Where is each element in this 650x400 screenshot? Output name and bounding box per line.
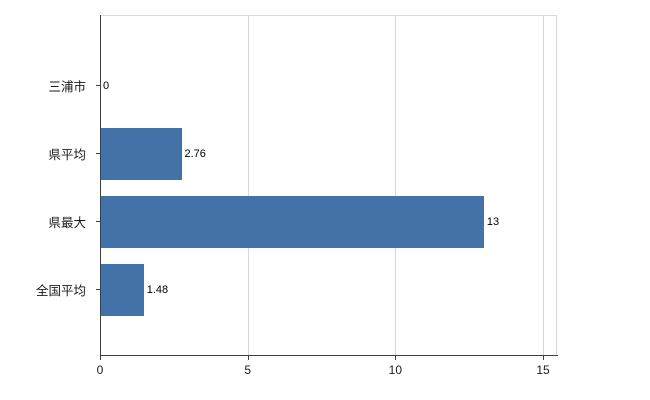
category-label: 県平均	[48, 147, 86, 162]
y-tick-mark	[96, 153, 100, 154]
gridline	[395, 16, 397, 355]
category-label: 県最大	[48, 215, 86, 230]
x-axis-ticks: 0 5 10 15	[96, 355, 558, 381]
y-axis-line	[100, 15, 101, 355]
value-label: 0	[103, 80, 110, 92]
x-tick-mark	[543, 355, 544, 360]
x-tick-label: 5	[244, 363, 251, 377]
x-tick-label: 15	[536, 363, 550, 377]
x-tick-mark	[247, 355, 249, 360]
value-label: 1.48	[146, 284, 169, 296]
gridline	[247, 16, 249, 355]
bar	[100, 264, 144, 316]
x-axis-line	[100, 355, 558, 356]
y-tick-mark	[96, 289, 100, 290]
bar	[100, 128, 182, 180]
value-label: 13	[486, 216, 500, 228]
category-label: 全国平均	[35, 283, 86, 298]
bar	[100, 196, 484, 248]
x-tick-mark	[100, 355, 101, 360]
y-tick-mark	[96, 85, 100, 86]
y-axis-labels: 三浦市県平均県最大全国平均	[0, 15, 93, 355]
x-tick-label: 10	[388, 363, 403, 377]
x-tick-mark	[395, 355, 397, 360]
gridline	[543, 16, 544, 355]
x-tick-label: 0	[96, 363, 104, 377]
y-tick-mark	[96, 221, 100, 222]
plot-area: 0 2.76 13 1.48	[100, 15, 557, 355]
value-label: 2.76	[184, 148, 206, 160]
category-label: 三浦市	[48, 79, 86, 94]
